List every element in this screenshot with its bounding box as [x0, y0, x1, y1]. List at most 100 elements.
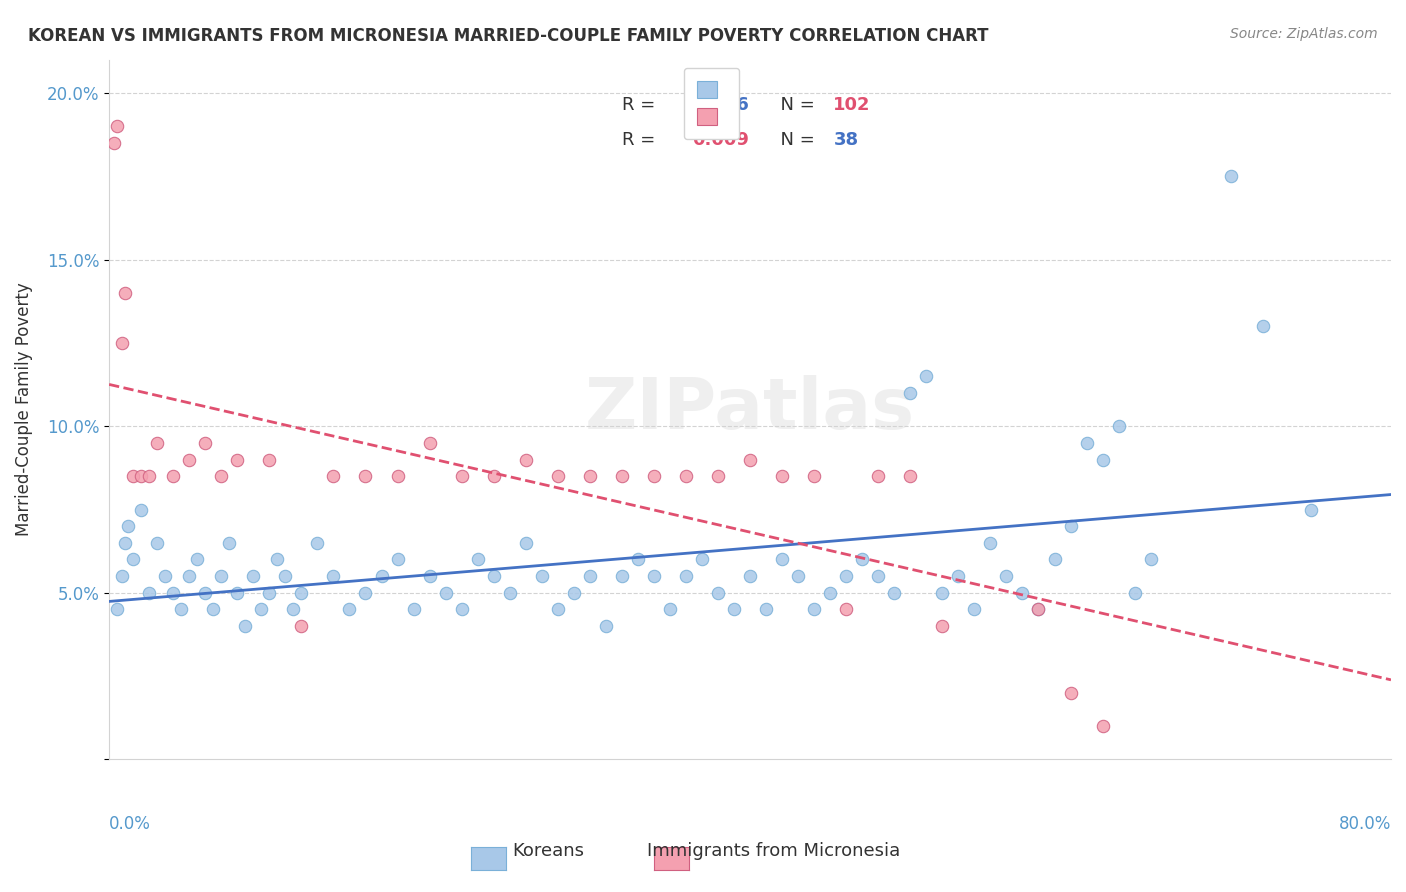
Point — [274, 569, 297, 583]
Point — [803, 469, 825, 483]
Point — [627, 552, 650, 566]
Point — [322, 469, 344, 483]
Point — [1251, 319, 1274, 334]
Point — [547, 602, 569, 616]
Point — [290, 619, 312, 633]
Point — [105, 602, 128, 616]
Point — [868, 569, 890, 583]
Point — [707, 469, 730, 483]
Point — [129, 469, 152, 483]
Point — [1076, 435, 1098, 450]
Point — [1139, 552, 1161, 566]
Point — [803, 602, 825, 616]
Point — [738, 569, 761, 583]
Text: 38: 38 — [834, 131, 859, 149]
Text: 0.009: 0.009 — [692, 131, 749, 149]
Point — [307, 536, 329, 550]
Text: 0.0%: 0.0% — [110, 815, 150, 833]
Point — [114, 536, 136, 550]
Point — [1219, 169, 1241, 184]
Point — [162, 469, 184, 483]
Point — [898, 469, 921, 483]
Point — [610, 469, 633, 483]
Point — [851, 552, 873, 566]
Point — [146, 435, 169, 450]
Point — [579, 469, 602, 483]
Point — [482, 469, 505, 483]
Text: ZIPatlas: ZIPatlas — [585, 375, 915, 444]
Point — [129, 502, 152, 516]
Point — [122, 469, 145, 483]
Point — [835, 569, 858, 583]
Point — [1043, 552, 1066, 566]
Point — [450, 469, 472, 483]
Text: Immigrants from Micronesia: Immigrants from Micronesia — [647, 842, 900, 860]
Point — [402, 602, 425, 616]
Point — [738, 452, 761, 467]
Point — [499, 586, 522, 600]
Point — [818, 586, 841, 600]
Point — [931, 619, 953, 633]
Y-axis label: Married-Couple Family Poverty: Married-Couple Family Poverty — [15, 283, 32, 536]
Point — [1059, 519, 1081, 533]
Point — [138, 469, 160, 483]
Point — [186, 552, 208, 566]
Point — [931, 586, 953, 600]
Text: KOREAN VS IMMIGRANTS FROM MICRONESIA MARRIED-COUPLE FAMILY POVERTY CORRELATION C: KOREAN VS IMMIGRANTS FROM MICRONESIA MAR… — [28, 27, 988, 45]
Point — [387, 469, 409, 483]
Point — [138, 586, 160, 600]
Point — [610, 569, 633, 583]
Point — [562, 586, 585, 600]
Point — [233, 619, 256, 633]
Point — [322, 569, 344, 583]
Point — [290, 586, 312, 600]
Point — [1028, 602, 1050, 616]
Point — [218, 536, 240, 550]
Point — [105, 120, 128, 134]
Point — [370, 569, 392, 583]
Point — [250, 602, 273, 616]
Point — [242, 569, 264, 583]
Text: R =: R = — [621, 131, 661, 149]
Point — [1299, 502, 1322, 516]
Point — [209, 469, 232, 483]
Point — [515, 536, 537, 550]
Point — [194, 586, 217, 600]
Point — [1059, 686, 1081, 700]
Point — [1108, 419, 1130, 434]
Point — [354, 586, 377, 600]
Point — [658, 602, 681, 616]
Point — [770, 552, 793, 566]
Point — [1011, 586, 1033, 600]
Point — [868, 469, 890, 483]
Point — [1028, 602, 1050, 616]
Text: N =: N = — [769, 96, 821, 114]
Point — [153, 569, 176, 583]
Text: Koreans: Koreans — [512, 842, 585, 860]
Point — [595, 619, 617, 633]
Point — [1091, 452, 1114, 467]
Point — [835, 602, 858, 616]
Point — [530, 569, 553, 583]
Point — [202, 602, 225, 616]
Point — [354, 469, 377, 483]
Point — [339, 602, 361, 616]
Point — [579, 569, 602, 583]
Point — [690, 552, 713, 566]
Point — [1123, 586, 1146, 600]
Point — [387, 552, 409, 566]
Point — [226, 586, 249, 600]
Point — [434, 586, 457, 600]
Point — [467, 552, 489, 566]
Point — [111, 335, 134, 350]
Text: 80.0%: 80.0% — [1339, 815, 1391, 833]
Point — [643, 569, 665, 583]
Point — [643, 469, 665, 483]
Point — [122, 552, 145, 566]
Point — [209, 569, 232, 583]
Legend: , : , — [685, 68, 740, 139]
Point — [515, 452, 537, 467]
Point — [283, 602, 305, 616]
Point — [146, 536, 169, 550]
Point — [995, 569, 1018, 583]
